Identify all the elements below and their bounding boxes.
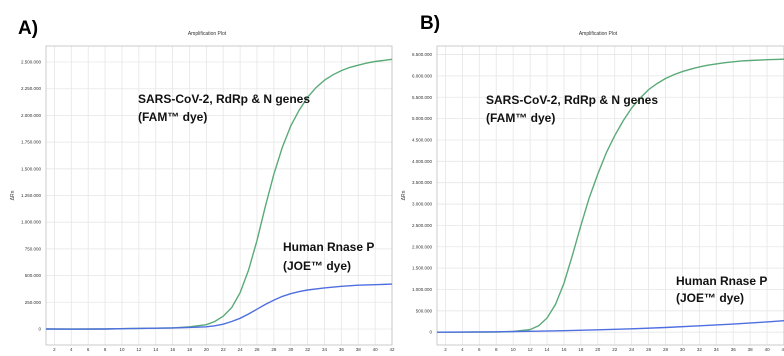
- x-tick-label: 12: [136, 347, 142, 351]
- annotation-rnase-p: (JOE™ dye): [283, 259, 351, 273]
- y-tick-label: 4.500.000: [412, 137, 433, 142]
- y-tick-label: 0: [38, 326, 41, 331]
- annotation-sars-cov-2: SARS-CoV-2, RdRp & N genes: [138, 92, 310, 106]
- x-tick-label: 16: [561, 347, 567, 351]
- x-tick-label: 14: [545, 347, 551, 351]
- x-tick-label: 42: [389, 347, 395, 351]
- x-tick-label: 30: [680, 347, 686, 351]
- y-tick-label: 250.000: [25, 300, 42, 305]
- x-tick-label: 6: [478, 347, 481, 351]
- annotation-rnase-p: Human Rnase P: [676, 274, 767, 288]
- y-tick-label: 5.500.000: [412, 95, 433, 100]
- x-tick-label: 4: [461, 347, 464, 351]
- x-tick-label: 38: [748, 347, 754, 351]
- x-tick-label: 36: [731, 347, 737, 351]
- x-tick-label: 28: [271, 347, 277, 351]
- annotation-sars-cov-2: (FAM™ dye): [138, 110, 207, 124]
- x-tick-label: 24: [629, 347, 635, 351]
- y-tick-label: 6.000.000: [412, 73, 433, 78]
- x-tick-label: 8: [104, 347, 107, 351]
- x-tick-label: 42: [781, 347, 784, 351]
- y-tick-label: 1.750.000: [21, 140, 42, 145]
- x-tick-label: 18: [187, 347, 193, 351]
- chart-title: Amplification Plot: [188, 31, 227, 37]
- plot-frame: [45, 45, 393, 346]
- x-tick-label: 2: [53, 347, 56, 351]
- panel-label: B): [420, 13, 440, 34]
- x-tick-label: 16: [170, 347, 176, 351]
- y-tick-label: 6.500.000: [412, 52, 433, 57]
- x-tick-label: 24: [238, 347, 244, 351]
- y-tick-label: 1.000.000: [21, 220, 42, 225]
- x-tick-label: 32: [305, 347, 311, 351]
- x-tick-label: 10: [511, 347, 517, 351]
- y-tick-label: 5.000.000: [412, 116, 433, 121]
- series-line-rnase-p: [436, 320, 784, 333]
- x-tick-label: 26: [254, 347, 260, 351]
- x-tick-label: 34: [322, 347, 328, 351]
- y-tick-label: 4.000.000: [412, 159, 433, 164]
- chart-panel-b: B) Amplification Plot 0 500.000 1.000.000 1.5…: [401, 13, 784, 356]
- plot-frame: [436, 45, 784, 346]
- annotation-sars-cov-2: SARS-CoV-2, RdRp & N genes: [486, 93, 658, 107]
- annotation-sars-cov-2: (FAM™ dye): [486, 111, 555, 125]
- y-tick-label: 2.000.000: [412, 244, 433, 249]
- y-tick-label: 2.000.000: [21, 113, 42, 118]
- x-tick-label: 22: [221, 347, 227, 351]
- y-tick-label: 1.500.000: [21, 166, 42, 171]
- x-tick-label: 30: [288, 347, 294, 351]
- x-tick-label: 12: [528, 347, 534, 351]
- y-tick-label: 1.500.000: [412, 266, 433, 271]
- x-tick-label: 22: [612, 347, 618, 351]
- series-line-rnase-p: [45, 283, 393, 330]
- x-tick-label: 14: [153, 347, 159, 351]
- x-tick-label: 26: [646, 347, 652, 351]
- annotation-rnase-p: Human Rnase P: [283, 240, 374, 254]
- x-tick-label: 34: [714, 347, 720, 351]
- y-tick-label: 750.000: [25, 246, 42, 251]
- annotation-rnase-p: (JOE™ dye): [676, 291, 744, 305]
- chart-title: Amplification Plot: [579, 31, 618, 37]
- x-tick-label: 18: [578, 347, 584, 351]
- y-tick-label: 3.500.000: [412, 180, 433, 185]
- y-tick-label: 3.000.000: [412, 202, 433, 207]
- y-tick-label: 500.000: [416, 308, 433, 313]
- panel-label: A): [18, 18, 38, 39]
- y-tick-label: 2.250.000: [21, 86, 42, 91]
- y-tick-label: 1.250.000: [21, 193, 42, 198]
- y-tick-label: 2.500.000: [412, 223, 433, 228]
- x-tick-label: 20: [204, 347, 210, 351]
- y-axis-label: ΔRn: [401, 190, 407, 200]
- x-tick-label: 8: [495, 347, 498, 351]
- x-tick-label: 28: [663, 347, 669, 351]
- x-tick-label: 20: [595, 347, 601, 351]
- y-tick-label: 2.500.000: [21, 60, 42, 65]
- series-line-sars-cov-2: [437, 58, 784, 333]
- x-tick-label: 10: [119, 347, 125, 351]
- x-tick-label: 6: [87, 347, 90, 351]
- x-tick-label: 32: [697, 347, 703, 351]
- y-tick-label: 1.000.000: [412, 287, 433, 292]
- y-axis-label: ΔRn: [10, 190, 16, 200]
- x-tick-label: 36: [339, 347, 345, 351]
- chart-panel-a: A) Amplification Plot 0 250.000 500.000 750.0…: [10, 18, 395, 356]
- x-tick-label: 40: [373, 347, 379, 351]
- x-tick-label: 4: [70, 347, 73, 351]
- y-tick-label: 500.000: [25, 273, 42, 278]
- x-tick-label: 38: [356, 347, 362, 351]
- y-tick-label: 0: [429, 330, 432, 335]
- x-tick-label: 2: [444, 347, 447, 351]
- x-tick-label: 40: [765, 347, 771, 351]
